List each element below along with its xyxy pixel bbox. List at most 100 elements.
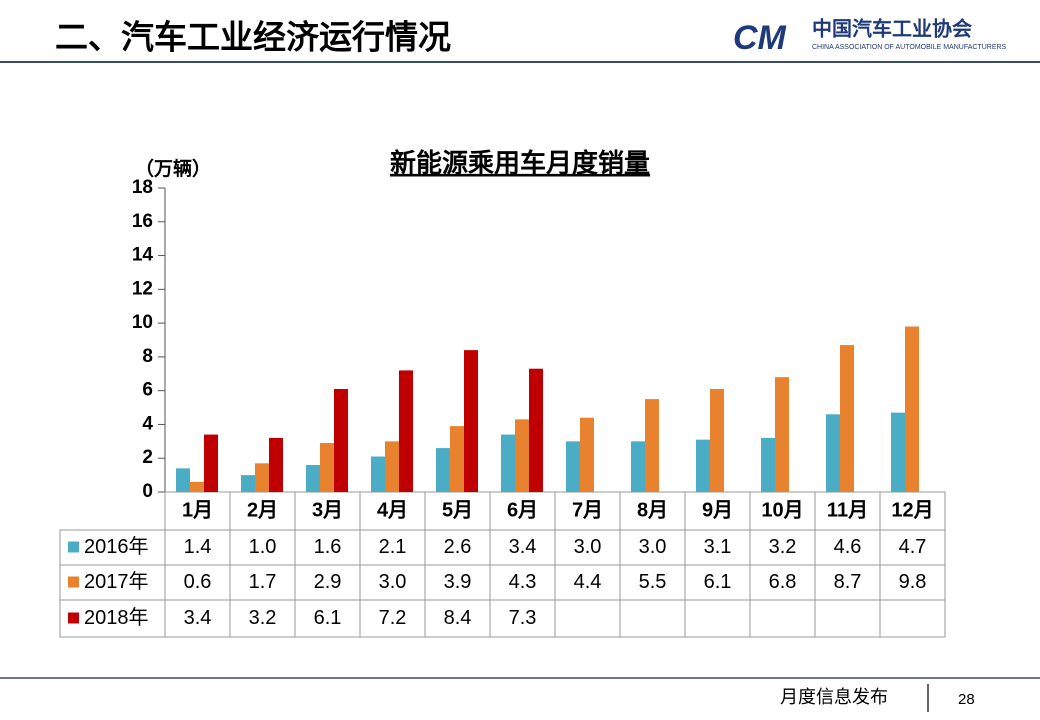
table-value: 2.1 bbox=[379, 536, 407, 558]
bar bbox=[190, 481, 204, 492]
footer-text: 月度信息发布 bbox=[780, 687, 888, 707]
bar bbox=[450, 426, 464, 492]
table-value: 4.4 bbox=[574, 571, 602, 593]
x-tick-label: 4月 bbox=[377, 499, 408, 521]
bar bbox=[399, 370, 413, 492]
bar bbox=[775, 377, 789, 492]
bar bbox=[529, 368, 543, 492]
bar bbox=[385, 441, 399, 492]
table-cell bbox=[749, 599, 816, 638]
y-tick-label: 10 bbox=[132, 312, 153, 333]
table-cell bbox=[619, 599, 686, 638]
table-value: 4.6 bbox=[834, 536, 862, 558]
table-value: 1.6 bbox=[314, 536, 342, 558]
table-value: 3.1 bbox=[704, 536, 732, 558]
table-value: 4.7 bbox=[899, 536, 927, 558]
x-tick-label: 5月 bbox=[442, 499, 473, 521]
x-tick-label: 8月 bbox=[637, 499, 668, 521]
table-value: 3.2 bbox=[249, 607, 277, 629]
table-cell bbox=[684, 599, 751, 638]
x-tick-label: 12月 bbox=[891, 499, 933, 521]
table-value: 3.2 bbox=[769, 536, 797, 558]
x-tick-label: 3月 bbox=[312, 499, 343, 521]
bar bbox=[176, 468, 190, 492]
chart-title: 新能源乘用车月度销量 bbox=[390, 148, 650, 178]
bar bbox=[631, 441, 645, 492]
y-tick-label: 14 bbox=[132, 245, 154, 266]
table-value: 5.5 bbox=[639, 571, 667, 593]
x-tick-label: 6月 bbox=[507, 499, 538, 521]
page-number: 28 bbox=[958, 691, 975, 708]
bar bbox=[891, 412, 905, 492]
bar bbox=[241, 475, 255, 492]
y-tick-label: 4 bbox=[142, 413, 153, 434]
org-name: 中国汽车工业协会 bbox=[812, 16, 972, 40]
table-value: 8.4 bbox=[444, 607, 472, 629]
table-value: 3.9 bbox=[444, 571, 472, 593]
bar bbox=[905, 326, 919, 492]
table-value: 8.7 bbox=[834, 571, 862, 593]
table-value: 3.4 bbox=[509, 536, 537, 558]
bar bbox=[371, 456, 385, 492]
bar bbox=[826, 414, 840, 492]
bar bbox=[696, 439, 710, 492]
y-axis-unit: （万辆） bbox=[135, 157, 211, 180]
table-value: 3.4 bbox=[184, 607, 212, 629]
table-value: 6.1 bbox=[704, 571, 732, 593]
bar bbox=[204, 434, 218, 492]
table-value: 6.8 bbox=[769, 571, 797, 593]
legend-label: 2016年 bbox=[84, 535, 149, 558]
table-value: 3.0 bbox=[379, 571, 407, 593]
y-tick-label: 18 bbox=[132, 177, 153, 198]
bar bbox=[840, 345, 854, 492]
x-tick-label: 9月 bbox=[702, 499, 733, 521]
bar bbox=[306, 464, 320, 492]
x-tick-label: 2月 bbox=[247, 499, 278, 521]
x-tick-label: 7月 bbox=[572, 499, 603, 521]
bar bbox=[580, 417, 594, 492]
x-tick-label: 10月 bbox=[761, 499, 803, 521]
y-tick-label: 2 bbox=[142, 447, 153, 468]
table-value: 1.7 bbox=[249, 571, 277, 593]
table-value: 7.2 bbox=[379, 607, 407, 629]
table-value: 3.0 bbox=[639, 536, 667, 558]
logo-mark: CM bbox=[733, 19, 787, 57]
org-name-en: CHINA ASSOCIATION OF AUTOMOBILE MANUFACT… bbox=[812, 44, 1007, 51]
legend-swatch bbox=[68, 612, 79, 624]
bar bbox=[320, 443, 334, 492]
bar bbox=[436, 448, 450, 492]
table-value: 2.9 bbox=[314, 571, 342, 593]
slide-title: 二、汽车工业经济运行情况 bbox=[55, 19, 451, 56]
legend-label: 2018年 bbox=[84, 606, 149, 629]
table-value: 4.3 bbox=[509, 571, 537, 593]
bar bbox=[515, 419, 529, 492]
bar bbox=[255, 463, 269, 492]
legend-swatch bbox=[68, 541, 79, 553]
table-value: 3.0 bbox=[574, 536, 602, 558]
table-value: 2.6 bbox=[444, 536, 472, 558]
y-tick-label: 0 bbox=[142, 481, 153, 502]
bar bbox=[645, 399, 659, 492]
bar bbox=[761, 437, 775, 492]
table-value: 6.1 bbox=[314, 607, 342, 629]
table-value: 1.0 bbox=[249, 536, 277, 558]
table-cell bbox=[879, 599, 946, 638]
x-tick-label: 11月 bbox=[827, 499, 868, 521]
bar bbox=[334, 388, 348, 492]
table-value: 7.3 bbox=[509, 607, 537, 629]
table-value: 9.8 bbox=[899, 571, 927, 593]
y-tick-label: 6 bbox=[142, 380, 153, 401]
legend-swatch bbox=[68, 576, 79, 588]
y-tick-label: 16 bbox=[132, 211, 153, 232]
legend-label: 2017年 bbox=[84, 570, 149, 593]
bar bbox=[710, 388, 724, 492]
table-cell bbox=[814, 599, 881, 638]
table-value: 0.6 bbox=[184, 571, 212, 593]
bar bbox=[566, 441, 580, 492]
x-tick-label: 1月 bbox=[182, 499, 213, 521]
bar bbox=[464, 350, 478, 492]
table-cell bbox=[554, 599, 621, 638]
bar bbox=[269, 437, 283, 492]
table-value: 1.4 bbox=[184, 536, 212, 558]
